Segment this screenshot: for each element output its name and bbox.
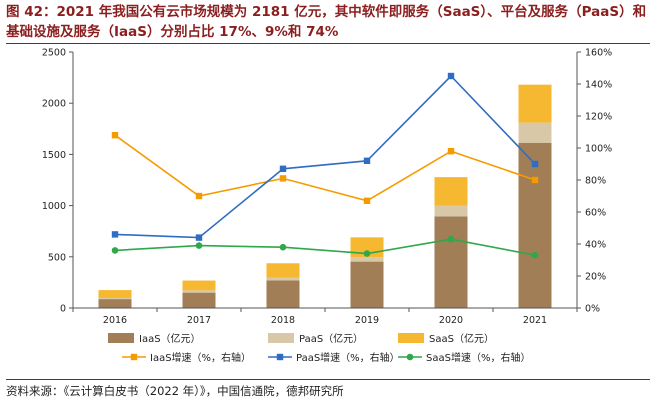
point-saas-growth-2016: [111, 247, 119, 254]
y2-tick-label: 120%: [585, 112, 612, 123]
bar-paas-2016: [98, 297, 132, 300]
x-tick-label: 2019: [355, 315, 379, 326]
point-paas-growth-2018: [279, 165, 287, 172]
axes: 0 500 1000 1500 2000 2500 0% 20% 40% 60% 80% 100% 12…: [42, 48, 612, 327]
point-saas-growth-2019: [363, 250, 371, 257]
y2-tick-label: 20%: [585, 272, 606, 283]
legend-swatch-iaas: [108, 333, 134, 343]
y-tick-label: 0: [60, 304, 66, 315]
legend-marker-iaas: [130, 353, 138, 361]
bar-iaas-2021: [518, 142, 552, 308]
y-tick-label: 2000: [42, 99, 66, 110]
bar-saas-2018: [266, 263, 300, 278]
y-tick-label: 1500: [42, 150, 66, 161]
bar-paas-2021: [518, 122, 552, 143]
line-iaas-growth: [114, 134, 536, 202]
bar-paas-2020: [434, 205, 468, 217]
y2-tick-label: 160%: [585, 48, 612, 59]
point-saas-growth-2021: [531, 251, 539, 259]
point-iaas-growth-2020: [447, 148, 455, 155]
legend-label-paas-growth: PaaS增速（%，右轴）: [296, 351, 400, 364]
legend-label-iaas: IaaS（亿元）: [139, 332, 201, 345]
point-paas-growth-2017: [195, 234, 203, 241]
y2-tick-label: 80%: [585, 176, 606, 187]
x-tick-label: 2020: [439, 315, 463, 326]
y-tick-label: 500: [48, 252, 66, 263]
bar-paas-2018: [266, 277, 300, 281]
y-tick-label: 2500: [42, 48, 66, 59]
bar-iaas-2018: [266, 280, 300, 308]
bar-paas-2017: [182, 290, 216, 293]
bars: [98, 84, 552, 308]
x-tick-label: 2018: [271, 315, 295, 326]
y-tick-label: 1000: [42, 201, 66, 212]
bar-iaas-2020: [434, 216, 468, 308]
legend-swatch-paas: [268, 333, 294, 343]
bar-iaas-2016: [98, 299, 132, 308]
legend-marker-paas: [276, 353, 284, 361]
bar-iaas-2019: [350, 261, 384, 308]
legend-swatch-saas: [398, 333, 424, 343]
y2-tick-label: 0%: [585, 304, 600, 315]
line-paas-growth: [114, 74, 536, 239]
legend-label-paas: PaaS（亿元）: [299, 332, 363, 345]
legend-label-saas: SaaS（亿元）: [429, 332, 494, 345]
source-note: 资料来源：《云计算白皮书（2022 年）》，中国信通院，德邦研究所: [6, 384, 344, 398]
legend-marker-saas: [406, 353, 414, 361]
x-tick-label: 2016: [103, 315, 127, 326]
legend-label-iaas-growth: IaaS增速（%，右轴）: [150, 351, 251, 364]
point-paas-growth-2019: [363, 157, 371, 164]
x-tick-label: 2017: [187, 315, 211, 326]
bar-saas-2021: [518, 84, 552, 123]
lines: [111, 72, 539, 259]
bar-saas-2020: [434, 177, 468, 206]
y2-tick-label: 40%: [585, 240, 606, 251]
point-iaas-growth-2017: [195, 192, 203, 200]
point-iaas-growth-2018: [279, 175, 287, 182]
bar-iaas-2017: [182, 292, 216, 308]
title-divider: [6, 43, 650, 44]
point-saas-growth-2017: [195, 242, 203, 249]
y2-tick-label: 100%: [585, 144, 612, 155]
figure-title: 图 42：2021 年我国公有云市场规模为 2181 亿元，其中软件即服务（Sa…: [6, 4, 647, 40]
x-tick-label: 2021: [523, 315, 547, 326]
bar-paas-2019: [350, 257, 384, 262]
y2-tick-label: 60%: [585, 208, 606, 219]
point-saas-growth-2020: [447, 235, 455, 243]
point-saas-growth-2018: [279, 243, 287, 251]
line-saas-growth: [114, 238, 536, 256]
legend-label-saas-growth: SaaS增速（%，右轴）: [426, 351, 530, 364]
source-divider: [6, 379, 650, 380]
point-iaas-growth-2019: [363, 197, 371, 204]
point-iaas-growth-2016: [111, 132, 119, 139]
y2-tick-label: 140%: [585, 80, 612, 91]
bar-saas-2016: [98, 290, 132, 298]
legend: IaaS（亿元） PaaS（亿元） SaaS（亿元） IaaS增速（%，右轴） PaaS…: [108, 332, 530, 364]
point-paas-growth-2016: [111, 231, 119, 238]
point-iaas-growth-2021: [531, 176, 539, 184]
point-paas-growth-2021: [531, 160, 539, 168]
point-paas-growth-2020: [447, 72, 455, 80]
bar-saas-2017: [182, 280, 216, 291]
